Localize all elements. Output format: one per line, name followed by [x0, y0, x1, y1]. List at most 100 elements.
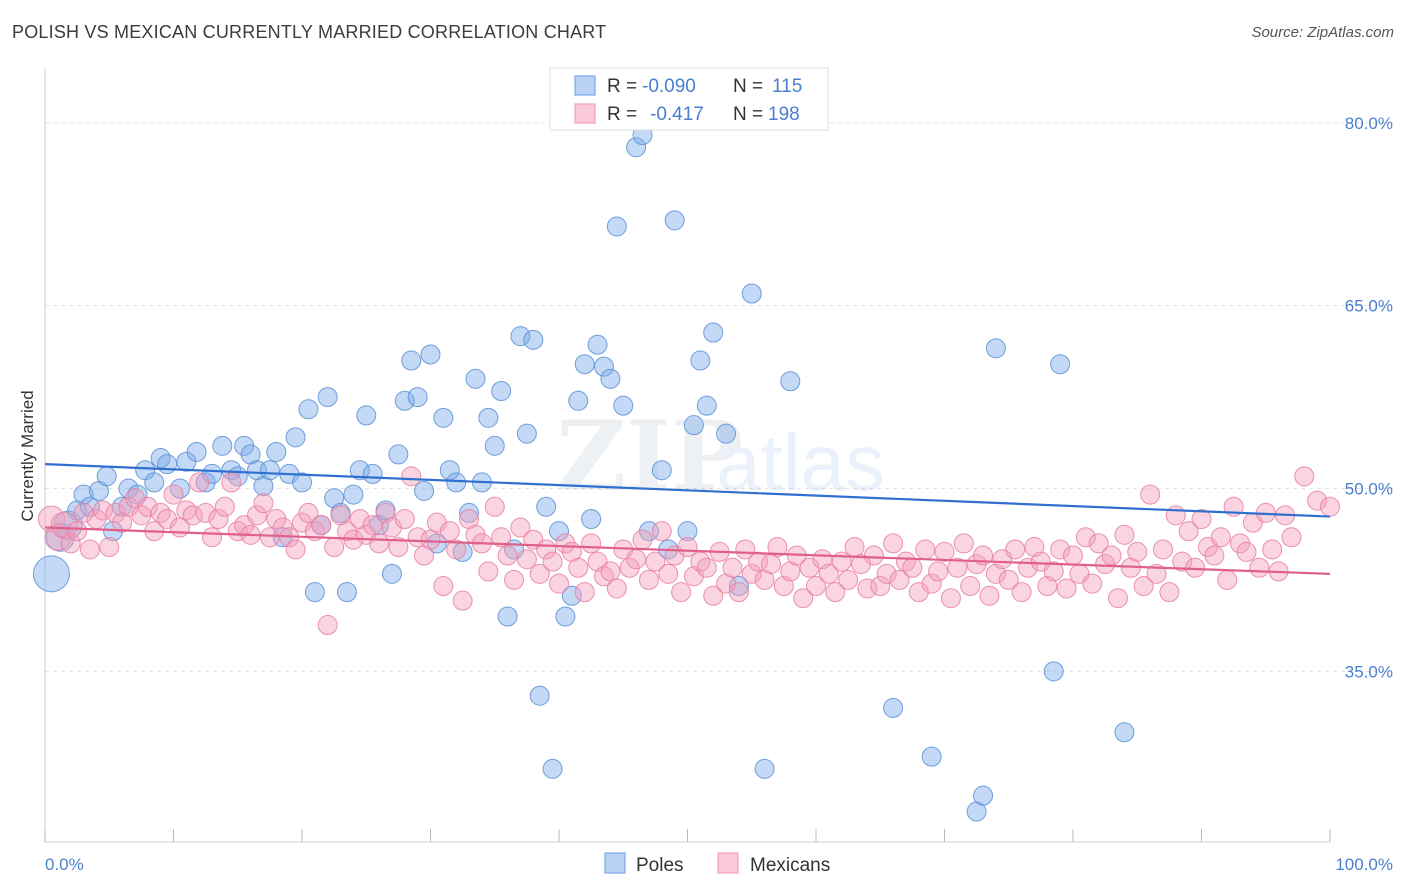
- mexicans-point: [773, 576, 794, 597]
- mexicans-point: [806, 576, 826, 597]
- mexicans-point: [870, 576, 891, 597]
- mexicans-point: [741, 563, 762, 584]
- poles-point: [478, 407, 499, 428]
- mexicans-point: [221, 472, 242, 493]
- stats-r-label-mexicans: R =: [607, 104, 637, 125]
- mexicans-point: [838, 569, 859, 590]
- poles-point: [574, 354, 595, 375]
- poles-point: [741, 283, 762, 304]
- poles-point: [587, 334, 608, 355]
- mexicans-point: [208, 508, 229, 529]
- mexicans-point: [722, 557, 743, 578]
- mexicans-point: [195, 502, 216, 523]
- poles-point: [664, 210, 685, 231]
- trend-lines: [44, 463, 1331, 575]
- poles-point: [497, 606, 518, 627]
- poles-point: [414, 480, 435, 501]
- mexicans-point: [1165, 505, 1186, 526]
- mexicans-point: [105, 502, 126, 523]
- mexicans-point: [182, 505, 203, 526]
- mexicans-point: [960, 576, 981, 597]
- poles-point: [343, 484, 364, 505]
- stats-legend: R = -0.090 N = 115 R = -0.417 N = 198: [549, 67, 829, 131]
- poles-point: [561, 585, 582, 606]
- poles-point: [883, 697, 904, 718]
- mexicans-point: [876, 563, 897, 584]
- mexicans-point: [388, 537, 409, 558]
- legend-label-mexicans[interactable]: Mexicans: [750, 855, 830, 876]
- mexicans-point: [491, 527, 512, 548]
- poles-point: [484, 435, 505, 456]
- stats-n-value-mexicans: 198: [768, 104, 800, 125]
- mexicans-point: [1011, 582, 1032, 603]
- mexicans-point: [1307, 490, 1328, 511]
- mexicans-point: [581, 533, 602, 554]
- legend-swatch-mexicans[interactable]: [717, 852, 739, 874]
- mexicans-point: [504, 569, 525, 590]
- poles-point: [292, 472, 312, 493]
- mexicans-point: [420, 529, 441, 550]
- mexicans-point: [478, 561, 499, 582]
- poles-point: [285, 427, 306, 448]
- mexicans-point: [137, 496, 158, 517]
- mexicans-point: [844, 537, 865, 558]
- mexicans-point: [73, 502, 94, 523]
- mexicans-point: [1107, 588, 1128, 609]
- legend-label-poles[interactable]: Poles: [636, 855, 684, 876]
- poles-point: [362, 463, 383, 484]
- mexicans-point: [202, 527, 223, 548]
- mexicans-point: [549, 573, 569, 594]
- poles-point: [581, 508, 602, 529]
- mexicans-point: [953, 533, 974, 554]
- y-tick-label: 35.0%: [1345, 662, 1393, 681]
- x-tick-label-min: 0.0%: [45, 855, 84, 874]
- stats-swatch-poles: [574, 75, 596, 96]
- mexicans-point: [1159, 582, 1180, 603]
- mexicans-point: [92, 500, 113, 521]
- watermark-zip: ZIP: [556, 400, 743, 513]
- mexicans-point: [446, 539, 467, 560]
- x-tick-label-max: 100.0%: [1335, 855, 1393, 874]
- mexicans-point: [324, 537, 345, 558]
- mexicans-point: [394, 508, 415, 529]
- mexicans-point: [767, 537, 788, 558]
- mexicans-point: [37, 505, 65, 533]
- poles-point: [298, 399, 319, 420]
- mexicans-point: [60, 533, 81, 554]
- mexicans-point: [497, 545, 518, 566]
- poles-point: [677, 521, 698, 542]
- mexicans-point: [735, 539, 756, 560]
- mexicans-point: [947, 557, 968, 578]
- mexicans-point: [632, 529, 653, 550]
- mexicans-point: [317, 615, 338, 636]
- mexicans-point: [1056, 578, 1077, 599]
- mexicans-point: [214, 496, 235, 517]
- poles-point: [536, 496, 557, 517]
- mexicans-point: [568, 557, 589, 578]
- mexicans-point: [150, 502, 171, 523]
- mexicans-point: [1114, 524, 1135, 545]
- poles-point: [703, 322, 724, 343]
- poles-point: [356, 405, 377, 426]
- poles-point: [728, 576, 749, 597]
- mexicans-point: [439, 521, 460, 542]
- poles-point: [1043, 661, 1064, 682]
- poles-point: [491, 381, 512, 402]
- legend-swatch-poles[interactable]: [604, 852, 626, 874]
- mexicans-point: [44, 523, 72, 551]
- mexicans-point: [1281, 527, 1302, 548]
- x-tick-marks: [44, 829, 1331, 842]
- mexicans-point: [1133, 576, 1154, 597]
- mexicans-point: [677, 537, 698, 558]
- mexicans-point: [1024, 537, 1045, 558]
- mexicans-point: [915, 539, 936, 560]
- mexicans-point: [298, 502, 319, 523]
- mexicans-point: [311, 515, 332, 536]
- mexicans-point: [600, 561, 621, 582]
- poles-point: [259, 460, 280, 481]
- poles-point: [555, 606, 576, 627]
- mexicans-point: [658, 563, 679, 584]
- watermark-atlas: atlas: [716, 418, 885, 507]
- poles-point: [221, 460, 242, 481]
- mexicans-point: [1082, 573, 1103, 594]
